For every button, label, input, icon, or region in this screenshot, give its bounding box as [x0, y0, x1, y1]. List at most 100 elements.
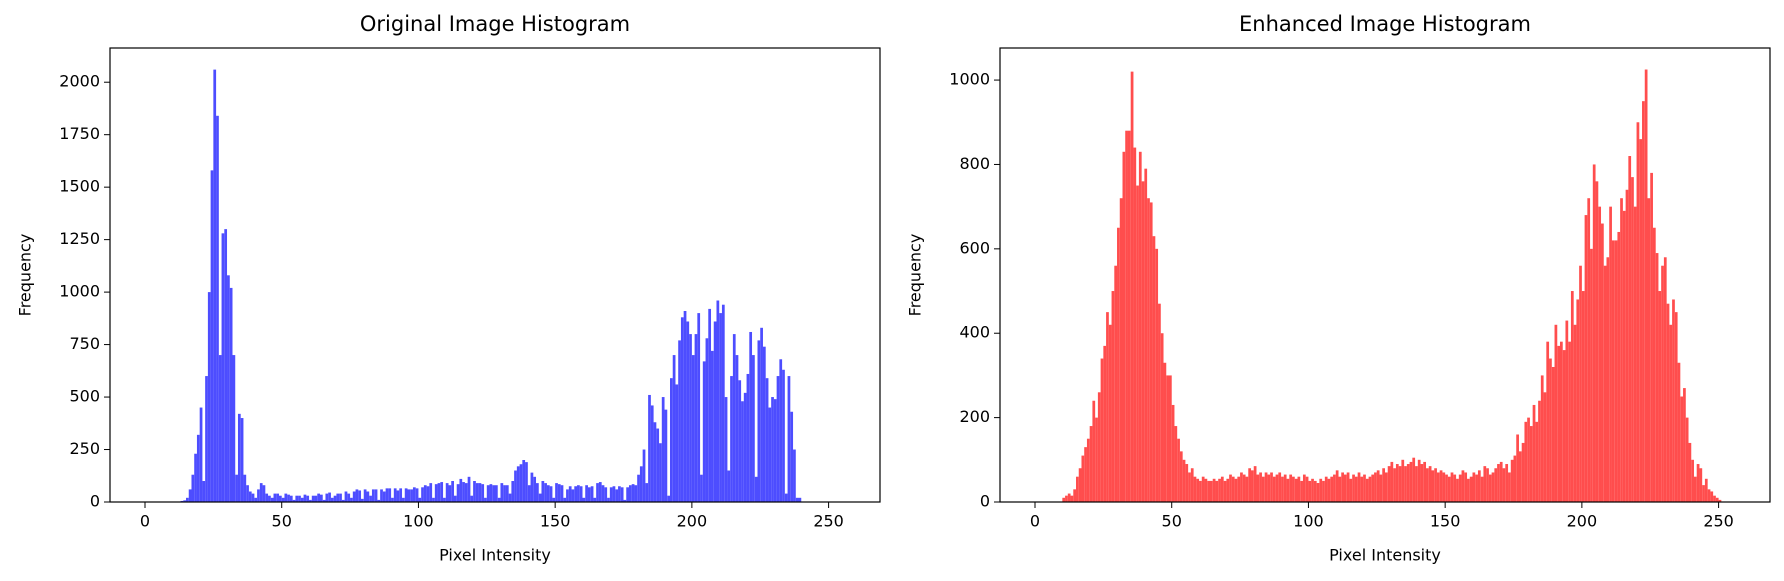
histogram-bar: [525, 462, 528, 502]
histogram-bar: [407, 489, 411, 502]
histogram-bar: [1483, 466, 1487, 502]
histogram-bar: [415, 488, 419, 502]
histogram-bar: [330, 497, 334, 502]
histogram-bar: [519, 464, 523, 502]
x-axis-label: Pixel Intensity: [439, 546, 551, 565]
histogram-bar: [1614, 240, 1618, 502]
histogram-bar: [1168, 375, 1172, 502]
y-tick-label: 0: [980, 492, 990, 511]
y-tick-label: 0: [90, 492, 100, 511]
histogram-bar: [216, 115, 219, 502]
histogram-bar: [1166, 375, 1169, 502]
histogram-bar: [1086, 438, 1090, 502]
histogram-bar: [309, 499, 312, 502]
histogram-bar: [1322, 480, 1325, 502]
histogram-bar: [377, 499, 381, 502]
histogram-bar: [1464, 472, 1468, 502]
histogram-bar: [188, 489, 192, 502]
histogram-bar: [552, 497, 556, 502]
histogram-bar: [1603, 265, 1607, 502]
histogram-bar: [784, 493, 788, 502]
histogram-bar: [1707, 489, 1711, 502]
histogram-bar: [1508, 472, 1511, 502]
histogram-bar: [344, 491, 348, 502]
histogram-bar: [497, 497, 501, 502]
histogram-bar: [355, 489, 359, 502]
histogram-bar: [719, 313, 722, 502]
histogram-bar: [196, 434, 200, 502]
y-tick-label: 1250: [59, 229, 100, 248]
histogram-bar: [374, 489, 378, 502]
histogram-bar: [426, 486, 430, 502]
histogram-bar: [1557, 345, 1560, 502]
histogram-bar: [1631, 177, 1634, 503]
histogram-bar: [795, 497, 799, 502]
histogram-bar: [1491, 472, 1495, 502]
y-tick-label: 400: [959, 323, 990, 342]
histogram-bar: [514, 470, 517, 502]
histogram-bar: [1130, 71, 1134, 503]
histogram-bar: [1461, 470, 1465, 502]
histogram-bar: [615, 489, 619, 502]
histogram-bar: [793, 449, 796, 502]
histogram-bar: [1155, 248, 1159, 502]
histogram-bar: [1092, 400, 1096, 502]
histogram-bar: [1406, 464, 1410, 502]
histogram-bar: [1259, 472, 1262, 502]
histogram-bar: [738, 380, 742, 502]
y-tick-label: 250: [69, 439, 100, 458]
histogram-bar: [544, 483, 547, 502]
histogram-bar: [683, 310, 687, 502]
histogram-bar: [1333, 474, 1336, 502]
histogram-bar: [314, 495, 318, 502]
histogram-bar: [1281, 476, 1284, 502]
histogram-bar: [1319, 478, 1323, 502]
histogram-bar: [1527, 417, 1530, 502]
histogram-bar: [1417, 459, 1421, 502]
histogram-bar: [257, 489, 260, 502]
histogram-bar: [1579, 265, 1582, 502]
histogram-bar: [1122, 151, 1126, 502]
histogram-bar: [1341, 472, 1344, 502]
histogram-bar: [670, 378, 673, 502]
histogram-bar: [1220, 476, 1224, 502]
histogram-bar: [1245, 476, 1249, 502]
histogram-bar: [765, 378, 769, 502]
histogram-bar: [418, 497, 422, 502]
histogram-bar: [246, 485, 249, 502]
histogram-bar: [320, 494, 323, 502]
histogram-bar: [1081, 455, 1085, 502]
histogram-bar: [456, 484, 460, 502]
histogram-bar: [1570, 291, 1574, 502]
histogram-bar: [757, 340, 761, 502]
histogram-bar: [659, 443, 662, 502]
histogram-bar: [686, 321, 690, 502]
histogram-bar: [705, 338, 709, 502]
histogram-bar: [727, 470, 731, 502]
histogram-bar: [1560, 341, 1563, 502]
histogram-bar: [467, 476, 471, 502]
histogram-bar: [262, 485, 266, 502]
histogram-bar: [1584, 215, 1588, 502]
histogram-bar: [1562, 350, 1566, 502]
histogram-bar: [404, 488, 408, 502]
histogram-bar: [1125, 130, 1128, 502]
histogram-bar: [1270, 472, 1273, 502]
histogram-bar: [730, 376, 733, 502]
histogram-bar: [440, 482, 444, 502]
histogram-bar: [1497, 464, 1500, 502]
histogram-bar: [443, 497, 446, 502]
histogram-bar: [1160, 333, 1164, 502]
histogram-bar: [533, 476, 537, 502]
histogram-bar: [489, 484, 493, 502]
histogram-bar: [1387, 466, 1391, 502]
histogram-bar: [1360, 476, 1364, 502]
histogram-bar: [1477, 470, 1481, 502]
histogram-bar: [1439, 470, 1443, 502]
histogram-bar: [1352, 474, 1355, 502]
histogram-bar: [648, 394, 651, 502]
histogram-bar: [1144, 168, 1148, 503]
histogram-bar: [511, 481, 515, 502]
histogram-bar: [782, 369, 785, 502]
